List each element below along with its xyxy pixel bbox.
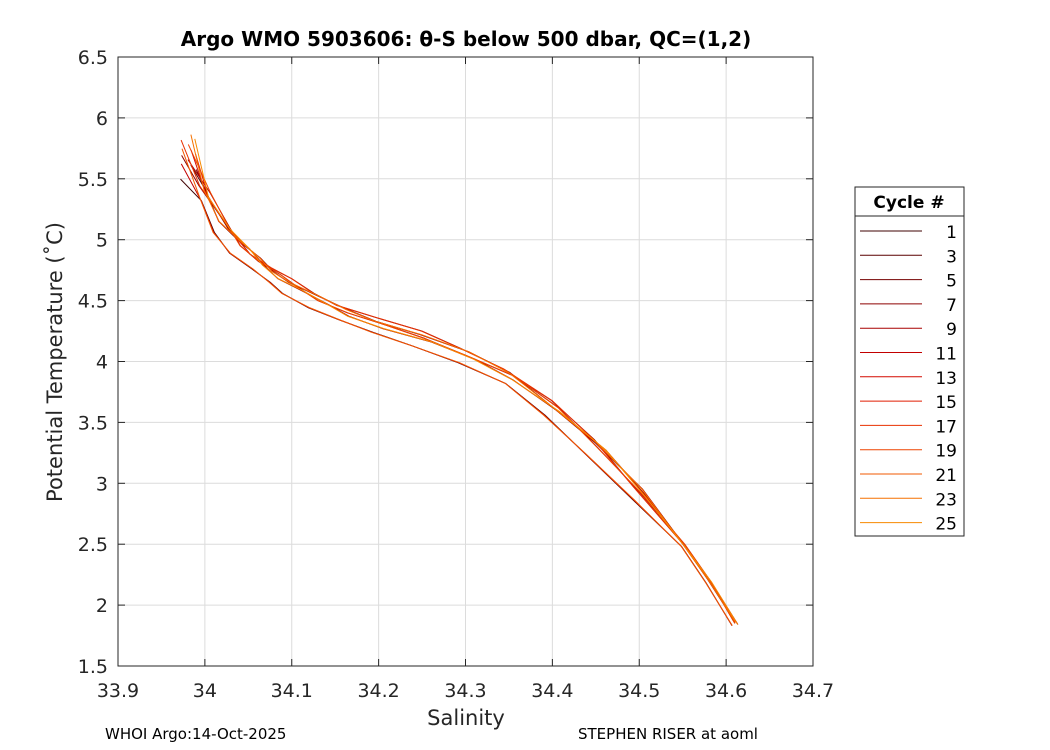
- series-line-cycle-25: [194, 138, 739, 625]
- legend-label-cycle-25: 25: [935, 515, 957, 535]
- x-tick-label: 34.7: [792, 680, 834, 702]
- x-tick-label: 34.1: [271, 680, 313, 702]
- footer-right: STEPHEN RISER at aoml: [578, 725, 758, 743]
- x-tick-label: 34.5: [618, 680, 660, 702]
- y-tick-labels: 1.5 2 2.5 3 3.5 4 4.5 5 5.5 6 6.5: [78, 47, 813, 678]
- legend-label-cycle-1: 1: [946, 223, 957, 243]
- y-tick-label: 6.5: [78, 47, 108, 69]
- x-tick-label: 34.2: [357, 680, 399, 702]
- legend-label-cycle-9: 9: [946, 320, 957, 340]
- footer-left: WHOI Argo:14-Oct-2025: [105, 725, 287, 743]
- grid-layer: [118, 57, 813, 666]
- x-tick-label: 34: [193, 680, 217, 702]
- y-tick-label: 5.5: [78, 169, 108, 191]
- y-tick-label: 4.5: [78, 291, 108, 313]
- y-tick-label: 6: [96, 108, 108, 130]
- chart-title: Argo WMO 5903606: θ-S below 500 dbar, QC…: [181, 27, 751, 51]
- y-tick-label: 2: [96, 595, 108, 617]
- x-axis-label: Salinity: [427, 706, 505, 730]
- series-line-cycle-19: [187, 144, 736, 624]
- y-tick-label: 1.5: [78, 656, 108, 678]
- legend-label-cycle-23: 23: [935, 490, 957, 510]
- y-tick-label: 5: [96, 230, 108, 252]
- legend-label-cycle-7: 7: [946, 296, 957, 316]
- legend-label-cycle-19: 19: [935, 442, 957, 462]
- y-tick-label: 3: [96, 473, 108, 495]
- legend-label-cycle-13: 13: [935, 369, 957, 389]
- legend-title: Cycle #: [873, 193, 944, 213]
- series-line-cycle-23: [190, 134, 737, 623]
- y-axis-label: Potential Temperature (˚C): [43, 222, 67, 502]
- series-layer: [180, 134, 739, 626]
- legend-label-cycle-15: 15: [935, 393, 957, 413]
- y-tick-label: 3.5: [78, 412, 108, 434]
- legend-label-cycle-5: 5: [946, 272, 957, 292]
- x-tick-label: 34.4: [531, 680, 573, 702]
- legend-label-cycle-21: 21: [935, 466, 957, 486]
- legend-label-cycle-11: 11: [935, 345, 957, 365]
- x-tick-labels: 33.9 34 34.1 34.2 34.3 34.4 34.5 34.6 34.7: [97, 57, 834, 702]
- series-line-cycle-21: [181, 148, 733, 626]
- x-tick-label: 34.3: [444, 680, 486, 702]
- legend-label-cycle-3: 3: [946, 247, 957, 267]
- legend-box: [854, 186, 965, 537]
- legend-label-cycle-17: 17: [935, 417, 957, 437]
- y-tick-label: 4: [96, 352, 108, 374]
- x-tick-label: 33.9: [97, 680, 139, 702]
- x-tick-label: 34.6: [705, 680, 747, 702]
- y-tick-label: 2.5: [78, 534, 108, 556]
